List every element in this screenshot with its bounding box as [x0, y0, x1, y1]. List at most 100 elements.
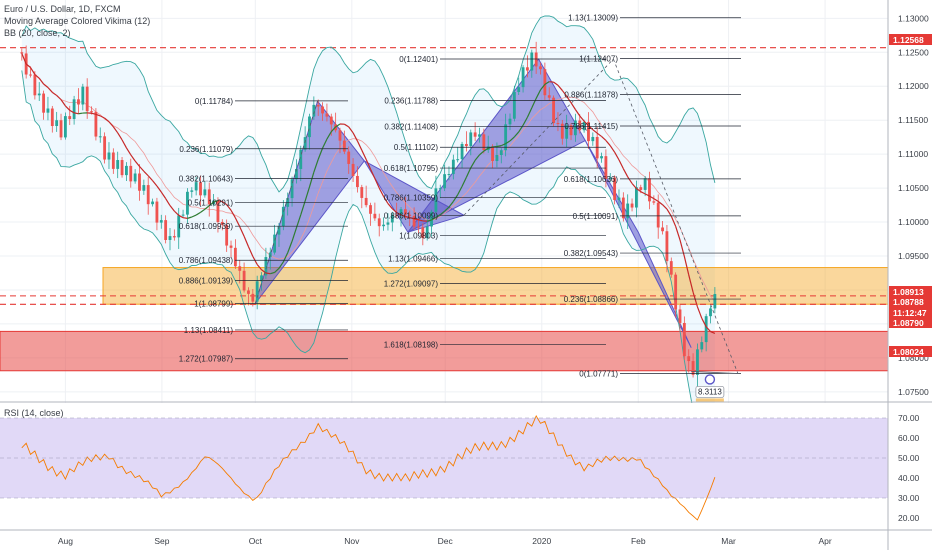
candle-body — [682, 322, 686, 357]
rsi-tick-label: 60.00 — [898, 433, 920, 443]
candle-body — [565, 125, 569, 139]
rsi-tick-label: 30.00 — [898, 493, 920, 503]
candle-body — [665, 231, 669, 262]
ma-segment — [213, 200, 219, 203]
candle-body — [273, 234, 277, 253]
candle-body — [430, 211, 433, 227]
candle-body — [626, 203, 630, 219]
ma-segment — [570, 102, 576, 110]
candle-body — [700, 342, 704, 350]
candle-body — [508, 118, 512, 125]
ma-segment — [47, 87, 53, 93]
candle-body — [303, 137, 307, 150]
candle-body — [260, 275, 263, 282]
candle-body — [229, 245, 233, 248]
annotation-value: 8.3113 — [698, 387, 722, 396]
rsi-tick-label: 70.00 — [898, 413, 920, 423]
candle-body — [220, 221, 224, 225]
ma-segment — [191, 214, 197, 218]
candle-body — [569, 125, 573, 136]
ma-segment — [374, 178, 380, 189]
candle-body — [451, 159, 455, 175]
demand-zone — [0, 330, 889, 372]
fib-label: 0.236(1.08866) — [564, 295, 619, 304]
ma-segment — [130, 154, 136, 162]
ma-segment — [51, 91, 58, 96]
candle-body — [600, 156, 603, 159]
time-tick-label: Oct — [249, 536, 263, 546]
ma-segment — [221, 201, 228, 206]
rsi-tick-label: 50.00 — [898, 453, 920, 463]
ma-segment — [601, 136, 607, 141]
candle-body — [55, 120, 59, 127]
ma-segment — [121, 139, 127, 149]
ma-segment — [30, 67, 36, 75]
ma-segment — [670, 215, 677, 227]
ma-segment — [574, 109, 581, 117]
candle-body — [207, 189, 211, 205]
ma-segment — [21, 53, 27, 65]
ma-segment — [705, 326, 711, 332]
candle-body — [351, 163, 355, 176]
ma-segment — [479, 150, 485, 156]
fib-label: 1.272(1.07987) — [179, 355, 234, 364]
candle-body — [709, 308, 712, 317]
candle-body — [595, 136, 599, 159]
ma-segment — [431, 216, 437, 221]
candle-body — [312, 104, 316, 117]
ma-segment — [287, 241, 293, 253]
candle-body — [517, 87, 521, 92]
ma-segment — [291, 227, 297, 242]
time-tick-label: Apr — [818, 536, 831, 546]
ma-segment — [304, 186, 311, 202]
ma-segment — [505, 140, 511, 145]
ma-segment — [644, 193, 650, 197]
marker-box — [695, 386, 725, 398]
ma-segment — [522, 116, 528, 126]
ma-segment — [391, 208, 398, 214]
ma-segment — [256, 264, 263, 271]
candle-body — [155, 201, 159, 223]
price-tick-label: 1.10000 — [898, 217, 929, 227]
ma-segment — [247, 246, 254, 257]
fib-label: 0.5(1.10091) — [573, 212, 619, 221]
ma-segment — [160, 191, 167, 199]
bollinger-lower — [21, 70, 716, 433]
fib-label: 1(1.09803) — [399, 231, 438, 240]
candle-body — [634, 187, 638, 208]
price-tag-box — [889, 317, 932, 328]
ma-segment — [457, 186, 463, 196]
ma-segment — [544, 81, 550, 85]
ma-segment — [187, 216, 192, 219]
candle-body — [325, 113, 329, 117]
ma-segment — [365, 159, 372, 170]
bollinger-band-lines — [21, 15, 716, 433]
ma-segment — [701, 318, 707, 328]
ma-segment — [561, 90, 568, 97]
ma-segment — [217, 200, 223, 203]
candle-body — [37, 93, 41, 96]
ma-segment — [69, 109, 75, 114]
ma-segment — [679, 239, 685, 257]
ma-segment — [535, 89, 542, 99]
fib-label: 0.236(1.11788) — [384, 97, 438, 106]
candle-body — [364, 197, 368, 206]
candle-body — [447, 174, 451, 176]
ma-segment — [653, 198, 659, 202]
fib-label: 1.272(1.09097) — [384, 279, 439, 288]
fib-label: 1.13(1.08411) — [184, 326, 234, 335]
candle-body — [639, 187, 643, 190]
candle-body — [530, 52, 534, 71]
ma-segment — [435, 214, 441, 218]
candle-body — [168, 236, 172, 240]
candle-body — [408, 214, 412, 216]
ma-segment — [356, 140, 363, 151]
ma-segment — [56, 94, 62, 101]
time-tick-label: Feb — [631, 536, 646, 546]
candle-body — [159, 220, 163, 223]
ma-segment — [143, 170, 149, 177]
ma-segment — [330, 126, 337, 133]
ma-segment — [326, 131, 332, 140]
candle-body — [617, 197, 621, 200]
